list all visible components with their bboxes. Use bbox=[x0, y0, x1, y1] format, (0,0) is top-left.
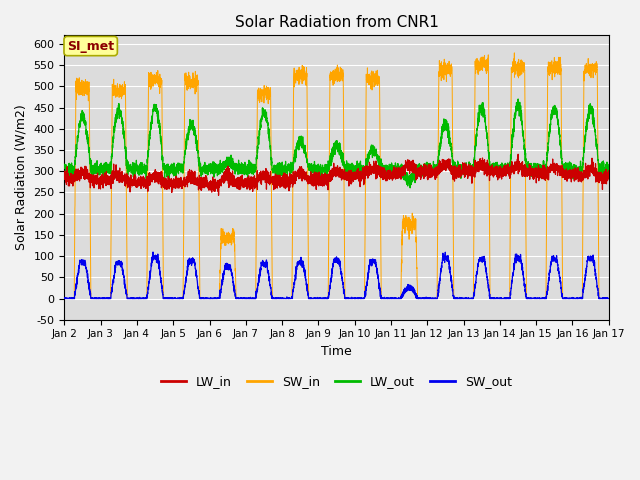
Line: LW_out: LW_out bbox=[65, 99, 609, 188]
SW_out bbox=[429, 296, 436, 301]
Y-axis label: Solar Radiation (W/m2): Solar Radiation (W/m2) bbox=[15, 105, 28, 251]
LW_in bbox=[605, 168, 612, 173]
LW_out bbox=[604, 164, 612, 170]
SW_in bbox=[316, 296, 324, 301]
LW_in bbox=[515, 151, 522, 157]
SW_out bbox=[604, 296, 612, 301]
LW_in bbox=[214, 192, 222, 198]
SW_in bbox=[605, 296, 612, 301]
SW_out bbox=[459, 296, 467, 301]
Title: Solar Radiation from CNR1: Solar Radiation from CNR1 bbox=[235, 15, 438, 30]
LW_in bbox=[604, 170, 612, 176]
LW_out bbox=[61, 161, 68, 167]
LW_out bbox=[515, 96, 522, 102]
LW_out bbox=[429, 171, 436, 177]
LW_out bbox=[406, 185, 414, 191]
X-axis label: Time: Time bbox=[321, 345, 352, 358]
SW_out bbox=[490, 296, 497, 301]
LW_in bbox=[490, 174, 497, 180]
SW_in bbox=[490, 296, 497, 301]
SW_in bbox=[511, 50, 518, 56]
LW_in bbox=[429, 173, 436, 179]
LW_out bbox=[316, 163, 324, 169]
SW_out bbox=[605, 296, 612, 301]
SW_in bbox=[158, 125, 166, 131]
Line: LW_in: LW_in bbox=[65, 154, 609, 195]
SW_out bbox=[149, 249, 157, 255]
LW_out bbox=[605, 169, 612, 175]
LW_out bbox=[459, 165, 467, 170]
LW_in bbox=[158, 177, 166, 183]
LW_in bbox=[459, 165, 467, 171]
Legend: LW_in, SW_in, LW_out, SW_out: LW_in, SW_in, LW_out, SW_out bbox=[156, 370, 517, 393]
Text: SI_met: SI_met bbox=[67, 39, 115, 52]
LW_in bbox=[316, 179, 324, 185]
Line: SW_in: SW_in bbox=[65, 53, 609, 299]
SW_out bbox=[159, 290, 166, 296]
SW_out bbox=[61, 296, 68, 301]
SW_in bbox=[604, 296, 612, 301]
Line: SW_out: SW_out bbox=[65, 252, 609, 299]
SW_out bbox=[317, 296, 324, 301]
LW_out bbox=[158, 153, 166, 159]
SW_in bbox=[459, 296, 467, 301]
SW_in bbox=[428, 296, 436, 301]
LW_in bbox=[61, 175, 68, 181]
LW_out bbox=[490, 166, 497, 172]
SW_out bbox=[61, 295, 68, 301]
SW_in bbox=[61, 296, 68, 301]
